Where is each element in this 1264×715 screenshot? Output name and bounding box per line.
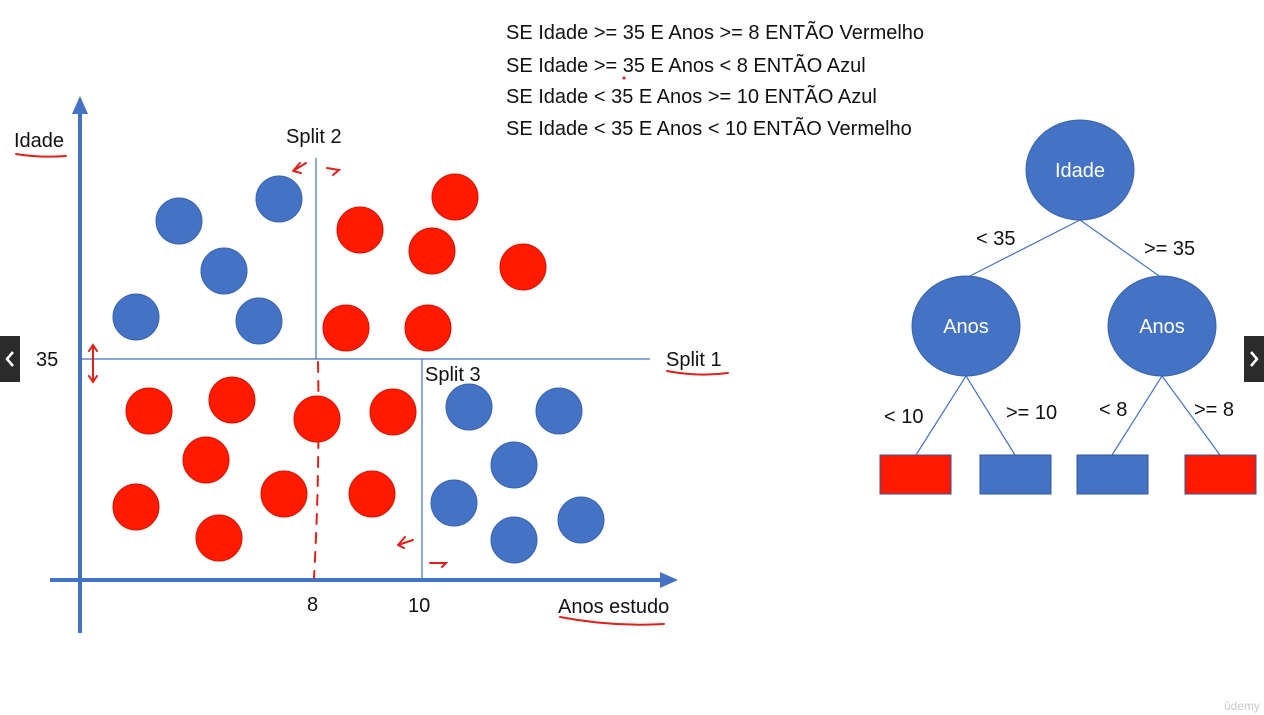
red-point-9 bbox=[499, 243, 547, 291]
x-axis-arrow bbox=[660, 572, 678, 588]
blue-point-25 bbox=[557, 496, 605, 544]
tree-left-node bbox=[911, 275, 1021, 377]
red-point-12 bbox=[125, 387, 173, 435]
tree-leaf-3 bbox=[1076, 454, 1149, 495]
blue-point-2 bbox=[255, 175, 303, 223]
tree-root-label: Idade bbox=[1055, 160, 1105, 182]
handwritten-annotations bbox=[15, 76, 1177, 626]
blue-point-1 bbox=[155, 197, 203, 245]
tree-right-label: Anos bbox=[1139, 316, 1185, 338]
edge-left-left bbox=[915, 375, 967, 456]
edge-label-ge35: >= 35 bbox=[1144, 238, 1195, 260]
tree-leaf-2 bbox=[979, 454, 1052, 495]
next-slide-button[interactable] bbox=[1244, 336, 1264, 382]
underline-anos-estudo bbox=[559, 616, 665, 626]
red-point-16 bbox=[182, 436, 230, 484]
red-point-19 bbox=[348, 470, 396, 518]
tree-leaf-1 bbox=[879, 454, 952, 495]
underline-split1 bbox=[666, 370, 729, 376]
red-point-8 bbox=[408, 227, 456, 275]
edge-right-left bbox=[1111, 375, 1163, 456]
red-point-18 bbox=[260, 470, 308, 518]
red-point-17 bbox=[112, 483, 160, 531]
tree-root-node bbox=[1025, 119, 1135, 221]
red-dot-mark bbox=[622, 76, 626, 80]
red-point-13 bbox=[208, 376, 256, 424]
edge-right-right bbox=[1161, 375, 1221, 456]
x-tick-8: 8 bbox=[307, 594, 318, 616]
red-point-11 bbox=[404, 304, 452, 352]
edge-root-right bbox=[1079, 219, 1163, 279]
edge-label-lt8: < 8 bbox=[1099, 399, 1127, 421]
edge-label-ge8: >= 8 bbox=[1194, 399, 1234, 421]
tree-left-label: Anos bbox=[943, 316, 989, 338]
blue-point-22 bbox=[535, 387, 583, 435]
tree-right-node bbox=[1107, 275, 1217, 377]
red-point-15 bbox=[369, 388, 417, 436]
split-1-label: Split 1 bbox=[666, 349, 722, 371]
tree-leaf-4 bbox=[1184, 454, 1257, 495]
chevron-right-icon bbox=[1250, 351, 1259, 367]
split-3-label: Split 3 bbox=[425, 364, 481, 386]
blue-point-4 bbox=[112, 293, 160, 341]
rule-1: SE Idade >= 35 E Anos >= 8 ENTÃO Vermelh… bbox=[506, 22, 925, 44]
dashed-split-8 bbox=[313, 361, 320, 579]
edge-label-lt10: < 10 bbox=[884, 406, 923, 428]
red-point-6 bbox=[431, 173, 479, 221]
x-tick-10: 10 bbox=[408, 595, 430, 617]
y-split-tick: 35 bbox=[36, 349, 58, 371]
underline-idade bbox=[15, 153, 67, 158]
edge-label-lt35: < 35 bbox=[976, 228, 1015, 250]
arrow-split2-right bbox=[326, 167, 342, 176]
blue-point-3 bbox=[200, 247, 248, 295]
red-point-20 bbox=[195, 514, 243, 562]
red-point-7 bbox=[336, 206, 384, 254]
red-point-14 bbox=[293, 395, 341, 443]
blue-point-5 bbox=[235, 297, 283, 345]
y-axis-arrow bbox=[72, 96, 88, 114]
udemy-watermark: ûdemy bbox=[1223, 699, 1260, 713]
y-axis-label: Idade bbox=[14, 130, 64, 152]
blue-point-24 bbox=[430, 479, 478, 527]
x-axis-label: Anos estudo bbox=[558, 596, 669, 618]
edge-root-left bbox=[965, 219, 1081, 279]
arrow-split2-left bbox=[292, 162, 307, 174]
edge-left-right bbox=[965, 375, 1016, 456]
blue-point-21 bbox=[445, 383, 493, 431]
split-2-label: Split 2 bbox=[286, 126, 342, 148]
scatter-points bbox=[112, 173, 605, 564]
tree-edges bbox=[915, 219, 1221, 456]
prev-slide-button[interactable] bbox=[0, 336, 20, 382]
blue-point-23 bbox=[490, 441, 538, 489]
arrow-split3-right bbox=[429, 562, 449, 568]
rule-3: SE Idade < 35 E Anos >= 10 ENTÃO Azul bbox=[506, 86, 877, 108]
blue-point-26 bbox=[490, 516, 538, 564]
edge-label-ge10: >= 10 bbox=[1006, 402, 1057, 424]
red-point-10 bbox=[322, 304, 370, 352]
chevron-left-icon bbox=[5, 351, 14, 367]
arrow-split3-left bbox=[397, 536, 414, 549]
rule-2: SE Idade >= 35 E Anos < 8 ENTÃO Azul bbox=[506, 55, 866, 77]
rule-4: SE Idade < 35 E Anos < 10 ENTÃO Vermelho bbox=[506, 118, 912, 140]
arrow-split1-vertical bbox=[88, 343, 98, 384]
